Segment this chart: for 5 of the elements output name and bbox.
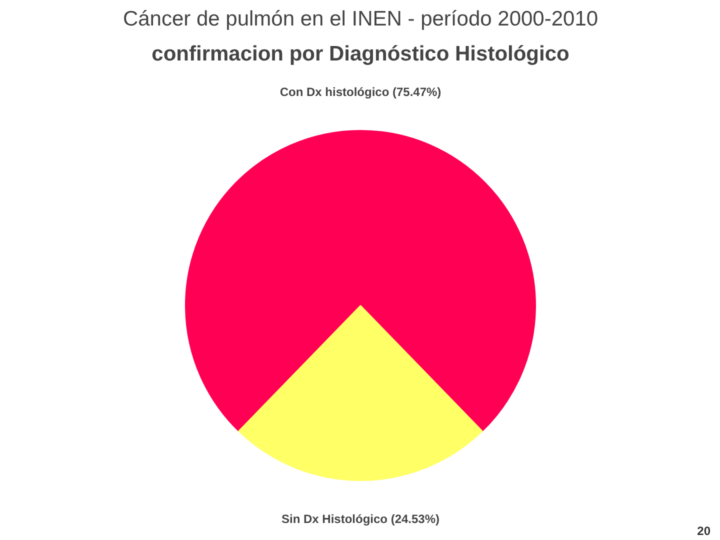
chart-title: Cáncer de pulmón en el INEN - período 2000-2010: [122, 8, 598, 30]
slice-label: Sin Dx Histológico (24.53%): [281, 512, 440, 526]
slice-label: Con Dx histológico (75.47%): [280, 84, 442, 99]
chart-subtitle: confirmacion por Diagnóstico Histológico: [152, 42, 570, 66]
text: 20: [697, 524, 711, 538]
